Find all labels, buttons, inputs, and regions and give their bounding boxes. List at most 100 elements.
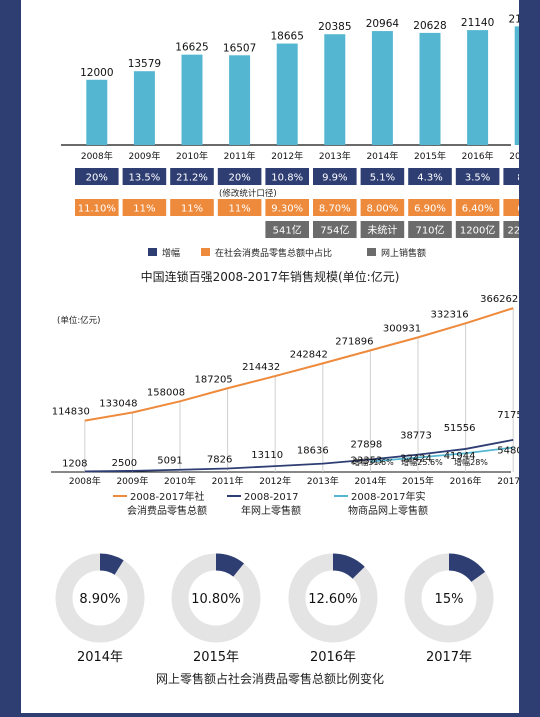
line-value-label: 71751 [497, 410, 519, 421]
growth-rate-label: 5.1% [370, 173, 395, 184]
donut-percent-label: 15% [435, 592, 464, 607]
growth-annotation: 增幅31.6% [352, 457, 394, 467]
infographic-canvas: 12000 2008年 13579 2009年 16625 2010年 16507 2011年… [51, 13, 540, 686]
growth-rate-cell [170, 168, 214, 185]
line-x-tick-label: 2010年 [164, 475, 196, 487]
donut-share-arc [55, 553, 145, 643]
retail-share-label: 11% [181, 204, 203, 215]
growth-rate-cell [455, 168, 500, 185]
bar [133, 71, 155, 145]
bar-value-label: 16625 [175, 42, 208, 54]
line-x-tick-label: 2012年 [259, 475, 291, 487]
line-x-tick-label: 2011年 [212, 475, 244, 487]
donut-percent-label: 12.60% [308, 592, 358, 607]
online-sales-label: 1200亿 [460, 224, 495, 237]
online-sales-label: 2266亿 [507, 224, 519, 237]
retail-share-cell [455, 199, 500, 216]
line-x-tick-label: 2016年 [450, 475, 482, 487]
growth-annotation: 增幅28% [454, 457, 488, 467]
bar-value-label: 13579 [128, 58, 161, 70]
bar-category-label: 2017年 [509, 150, 519, 162]
bar-chart: 12000 2008年 13579 2009年 16625 2010年 16507 2011年… [61, 13, 540, 259]
legend-label: 增幅 [162, 247, 180, 259]
bar-value-label: 20964 [366, 18, 400, 30]
growth-rate-label: 13.5% [129, 173, 161, 184]
donut-percent-label: 8.90% [79, 592, 120, 607]
line-value-label: 300931 [383, 323, 421, 334]
bar [324, 34, 346, 145]
growth-rate-cell [265, 168, 309, 185]
bar-category-label: 2011年 [224, 150, 256, 162]
retail-share-cell [217, 199, 262, 216]
line-legend-label: 年网上零售额 [241, 504, 301, 517]
line-x-tick-label: 2008年 [69, 475, 101, 487]
retail-share-label: 6.40% [462, 204, 494, 215]
line-x-tick-label: 2009年 [116, 475, 148, 487]
retail-share-label: 8.70% [319, 204, 351, 215]
bar-value-label: 21825 [508, 13, 519, 25]
bar-value-label: 18665 [270, 31, 303, 43]
line-chart: (单位:亿元) 2008年 2009年 2010年 2011年 2012年 2013年 20… [51, 294, 529, 517]
donut-charts: 8.90% 2014年 10.80% 2015年 12.60% 2016年 15% 2017年 [55, 553, 494, 665]
online-sales-label: 710亿 [415, 224, 444, 237]
growth-rate-label: 9.9% [322, 173, 347, 184]
growth-rate-cell [360, 168, 405, 185]
line-value-label: 7826 [207, 454, 232, 465]
line-value-label: 214432 [242, 362, 280, 373]
retail-share-cell [313, 199, 357, 216]
growth-rate-label: 20% [86, 173, 108, 184]
line-value-label: 187205 [195, 374, 233, 385]
legend-label: 网上销售额 [381, 247, 426, 259]
donut-year-label: 2015年 [193, 650, 239, 665]
growth-rate-label: 10.8% [271, 173, 303, 184]
line-value-label: 133048 [99, 398, 137, 409]
statistics-change-note: (修改统计口径) [219, 188, 277, 199]
retail-share-cell [408, 199, 452, 216]
line-value-label: 18636 [297, 446, 329, 457]
retail-share-label: 6% [517, 204, 519, 215]
retail-share-cell [360, 199, 405, 216]
line-x-tick-label: 2015年 [402, 475, 434, 487]
retail-share-cell [265, 199, 309, 216]
line-x-tick-label: 2014年 [354, 475, 386, 487]
bar-category-label: 2014年 [366, 150, 398, 162]
bar [276, 43, 298, 145]
line-legend-label: 2008-2017年实 [351, 490, 426, 503]
donut-year-label: 2016年 [310, 650, 356, 665]
bar-category-label: 2012年 [271, 150, 303, 162]
retail-share-label: 11% [228, 204, 250, 215]
line-series-3 [370, 446, 514, 463]
line-value-label: 271896 [335, 336, 373, 347]
line-value-label: 13110 [251, 450, 283, 461]
bar [371, 31, 393, 146]
online-sales-cell [360, 221, 405, 238]
growth-rate-label: 21.2% [176, 173, 208, 184]
line-value-label: 158008 [147, 387, 185, 398]
donut-percent-label: 10.80% [191, 592, 241, 607]
bar [419, 32, 441, 145]
bar-value-label: 12000 [80, 67, 113, 79]
line-value-label: 41944 [444, 451, 476, 462]
online-sales-label: 541亿 [273, 224, 302, 237]
retail-share-cell [75, 199, 119, 216]
retail-share-cell [122, 199, 167, 216]
infographic-page: 12000 2008年 13579 2009年 16625 2010年 16507 2011年… [21, 0, 540, 713]
bar-chart-title: 中国连锁百强2008-2017年销售规模(单位:亿元) [141, 269, 400, 284]
online-sales-cell [408, 221, 452, 238]
retail-share-label: 6.90% [414, 204, 446, 215]
donut-share-arc [288, 553, 378, 643]
donut-share-arc [171, 553, 261, 643]
donut-year-label: 2017年 [426, 650, 472, 665]
bar-category-label: 2008年 [81, 150, 113, 162]
donut-chart-title: 网上零售额占社会消费品零售总额比例变化 [156, 671, 384, 686]
bar [86, 79, 108, 145]
line-x-tick-label: 2017年 [497, 475, 519, 487]
growth-rate-label: 3.5% [465, 173, 490, 184]
line-value-label: 23353 [350, 456, 382, 467]
growth-annotation: 增幅25.6% [401, 457, 443, 467]
line-series-2 [84, 439, 514, 473]
bar-category-label: 2016年 [462, 150, 494, 162]
line-value-label: 332316 [431, 309, 469, 320]
line-value-label: 366262 [480, 294, 518, 305]
line-value-label: 242842 [290, 349, 328, 360]
